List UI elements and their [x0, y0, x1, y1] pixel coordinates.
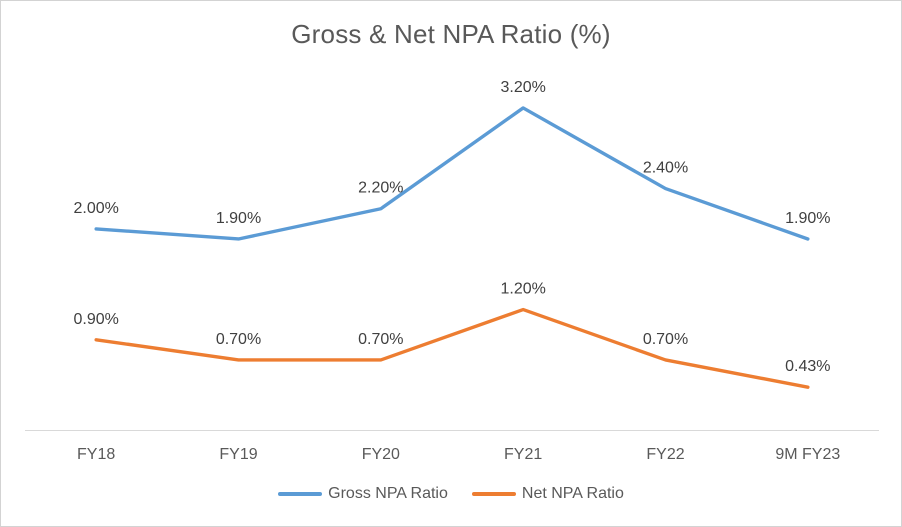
gross-npa-data-label: 2.40%: [643, 160, 688, 177]
x-axis-label: FY22: [646, 446, 684, 463]
gross-npa-data-label: 1.90%: [785, 210, 830, 227]
x-axis-label: FY20: [362, 446, 400, 463]
net-npa-data-label: 0.70%: [643, 331, 688, 348]
net-npa-data-label: 0.43%: [785, 358, 830, 375]
x-axis-label: 9M FY23: [775, 446, 840, 463]
gross-npa-data-label: 2.20%: [358, 180, 403, 197]
legend-item-net-npa: Net NPA Ratio: [471, 485, 624, 503]
chart-title: Gross & Net NPA Ratio (%): [291, 19, 611, 49]
x-axis-label: FY21: [504, 446, 542, 463]
legend-label-net-npa: Net NPA Ratio: [521, 485, 624, 502]
net-npa-series-line: [94, 307, 810, 389]
gross-npa-data-label: 3.20%: [500, 79, 545, 96]
legend-item-gross-npa: Gross NPA Ratio: [278, 485, 448, 503]
gross-npa-series-line: [94, 106, 810, 241]
net-npa-line-swatch-icon: [471, 492, 516, 496]
x-axis-label: FY18: [77, 446, 115, 463]
gross-npa-data-label: 1.90%: [216, 210, 261, 227]
legend-label-gross-npa: Gross NPA Ratio: [328, 485, 448, 502]
x-axis-label: FY19: [219, 446, 257, 463]
net-npa-data-label: 1.20%: [500, 281, 545, 298]
net-npa-data-label: 0.70%: [358, 331, 403, 348]
gross-npa-data-label: 2.00%: [73, 200, 118, 217]
chart-legend: Gross NPA Ratio Net NPA Ratio: [1, 485, 901, 503]
gross-npa-line-swatch-icon: [278, 492, 323, 496]
net-npa-data-label: 0.70%: [216, 331, 261, 348]
net-npa-data-label: 0.90%: [73, 311, 118, 328]
